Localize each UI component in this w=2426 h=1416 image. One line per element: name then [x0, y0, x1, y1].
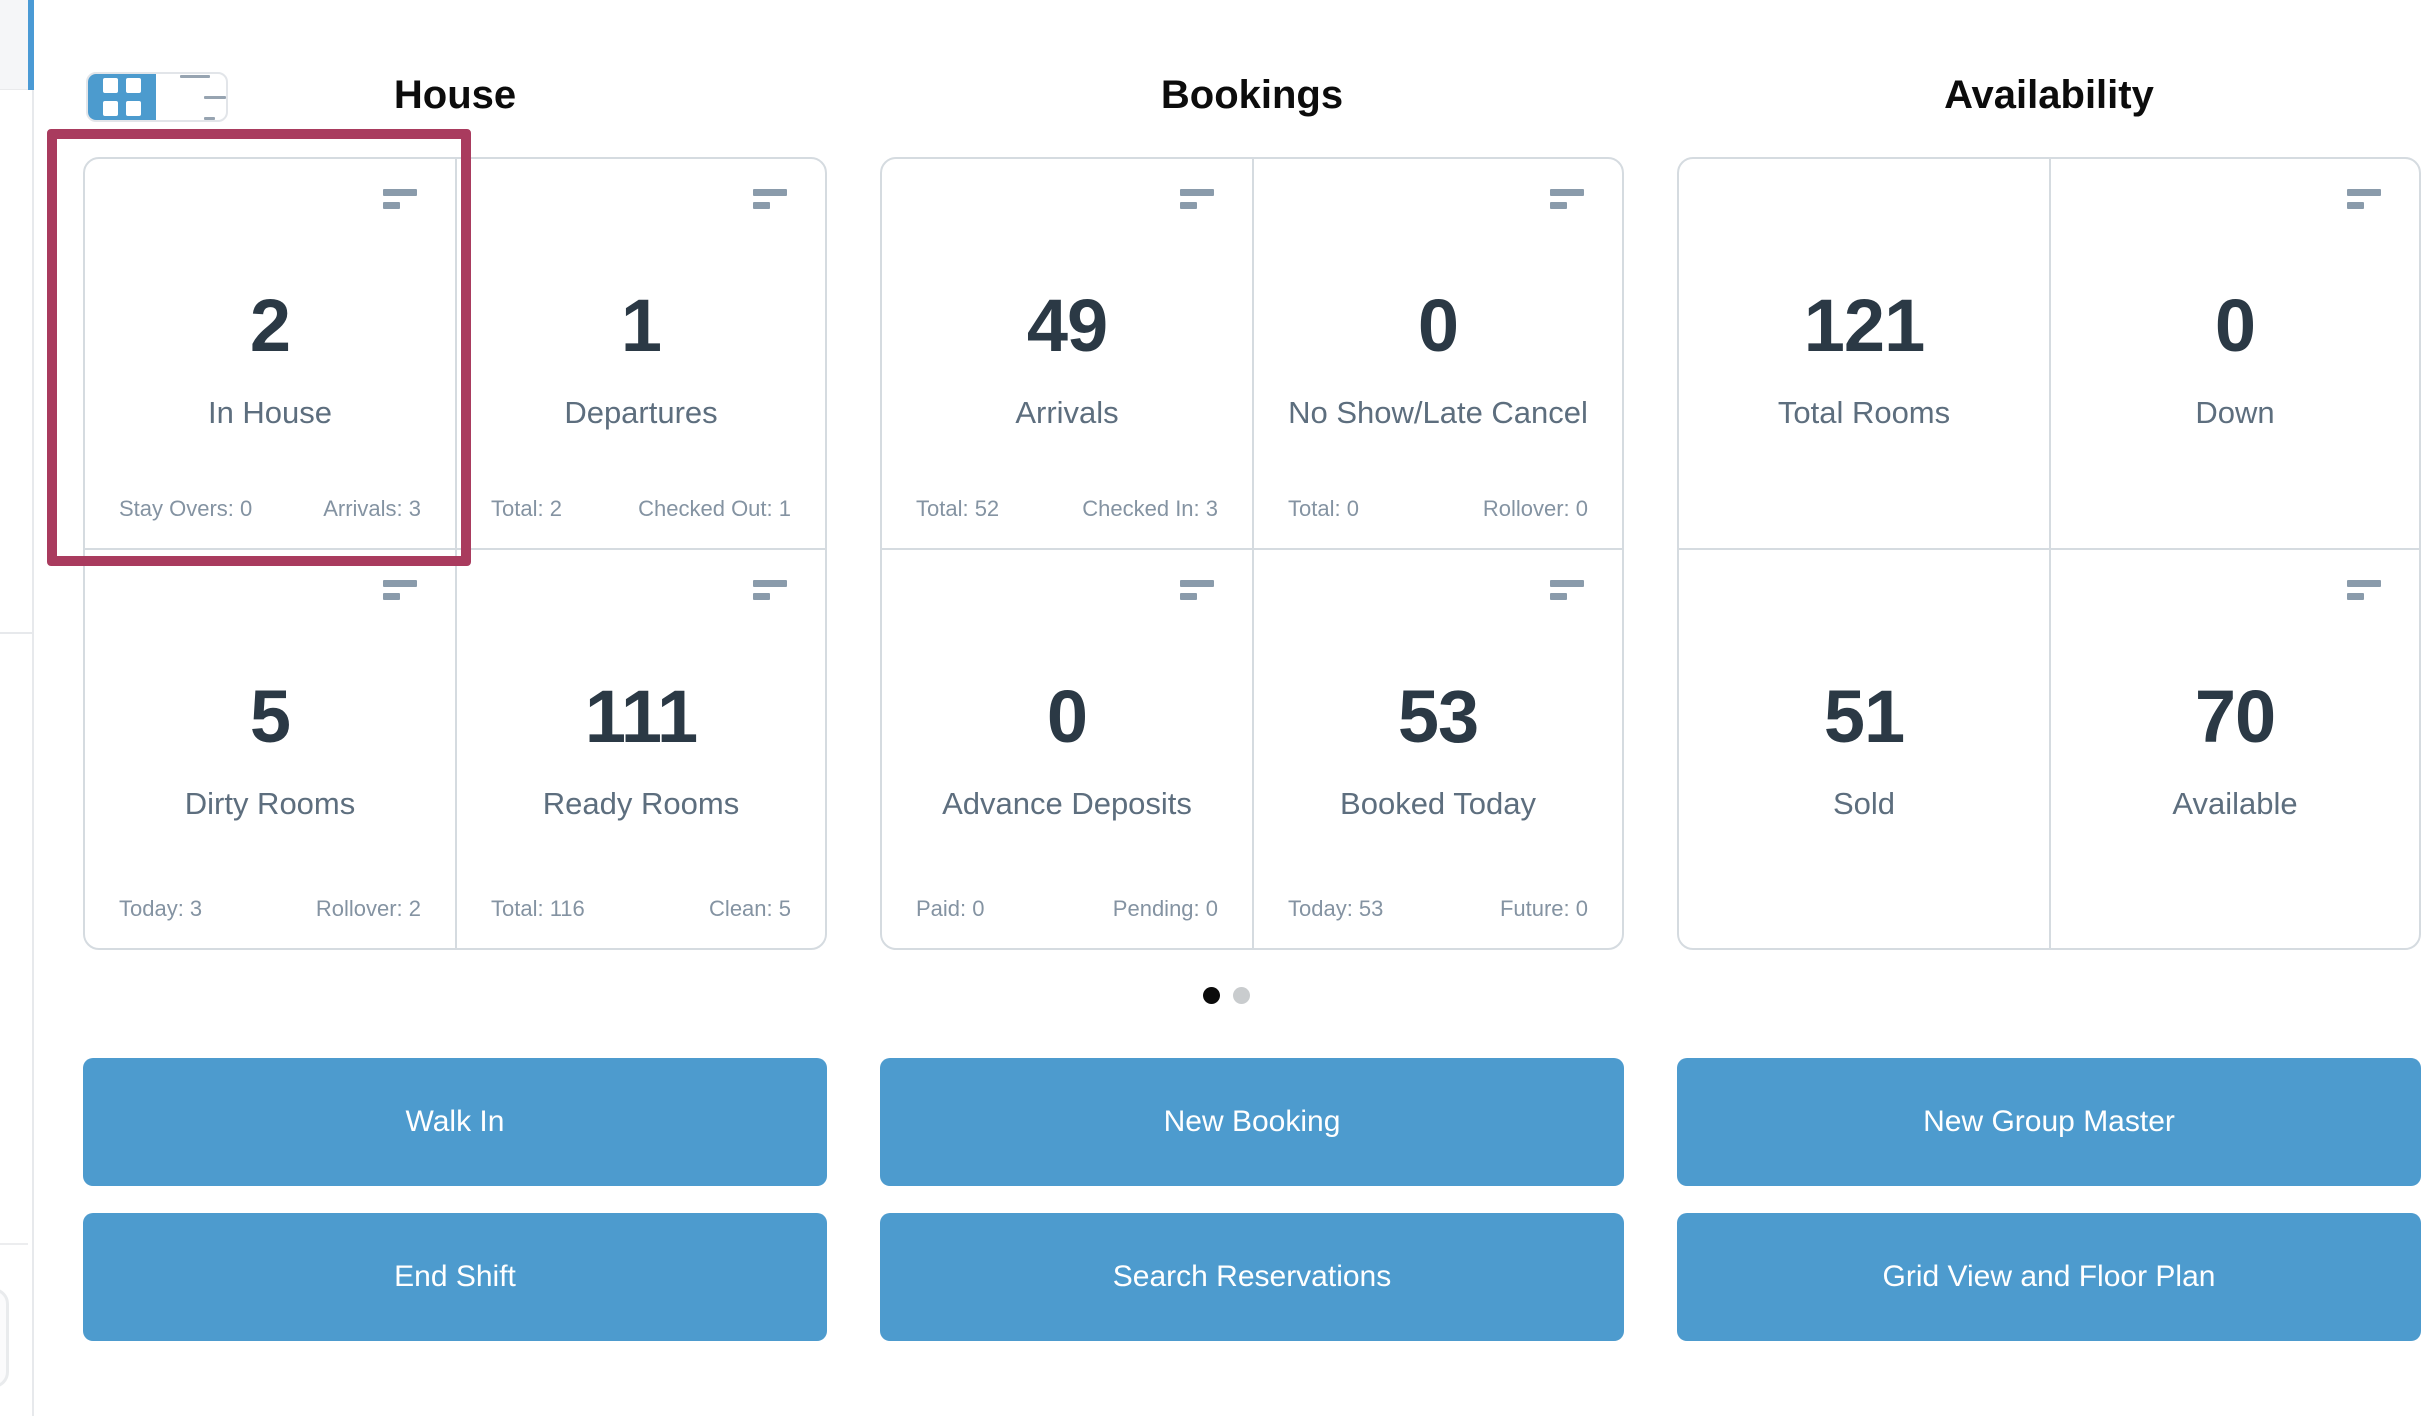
card-value: 2: [249, 284, 291, 367]
card-stat-left: Today: 53: [1288, 896, 1384, 921]
card-label: Departures: [564, 395, 718, 430]
card-label: Booked Today: [1340, 786, 1536, 821]
bookings-panel: 49 Arrivals Total: 52 Checked In: 3 0 No…: [880, 157, 1624, 950]
card-in-house[interactable]: 2 In House Stay Overs: 0 Arrivals: 3: [85, 159, 455, 548]
highlight-box: [47, 129, 471, 566]
card-no-show-late-cancel[interactable]: 0 No Show/Late Cancel Total: 0 Rollover:…: [1252, 159, 1622, 548]
carousel-pagination: [1203, 987, 1250, 1004]
card-label: Dirty Rooms: [184, 786, 356, 821]
card-details-icon[interactable]: [1550, 580, 1584, 600]
card-stat-left: Paid: 0: [916, 896, 985, 921]
section-title-availability: Availability: [1944, 73, 2154, 117]
sidebar-divider: [0, 1243, 28, 1245]
card-value: 5: [249, 675, 291, 758]
sidebar-rail-top-segment: [0, 0, 28, 90]
list-view-button[interactable]: [156, 74, 226, 120]
card-details-icon[interactable]: [2347, 580, 2381, 600]
walk-in-button[interactable]: Walk In: [83, 1058, 827, 1186]
card-available[interactable]: 70 Available: [2049, 548, 2419, 948]
card-label: Advance Deposits: [942, 786, 1192, 821]
card-stats: Total: 2 Checked Out: 1: [491, 496, 791, 522]
card-stat-left: Total: 52: [916, 496, 1000, 521]
end-shift-button[interactable]: End Shift: [83, 1213, 827, 1341]
card-stat-right: Checked In: 3: [1082, 496, 1218, 521]
card-details-icon[interactable]: [753, 189, 787, 209]
availability-panel: 121 Total Rooms 0 Down 51 Sold 70 Availa…: [1677, 157, 2421, 950]
card-ready-rooms[interactable]: 111 Ready Rooms Total: 116 Clean: 5: [455, 548, 825, 948]
card-value: 0: [1417, 284, 1459, 367]
view-toggle: [86, 72, 228, 122]
section-title-bookings: Bookings: [1160, 73, 1344, 117]
card-stats: Paid: 0 Pending: 0: [916, 896, 1218, 922]
card-details-icon[interactable]: [383, 580, 417, 600]
card-stats: Total: 52 Checked In: 3: [916, 496, 1218, 522]
card-label: Down: [2195, 395, 2275, 430]
card-value: 49: [1026, 284, 1108, 367]
card-stats: Today: 53 Future: 0: [1288, 896, 1588, 922]
card-details-icon[interactable]: [1550, 189, 1584, 209]
card-total-rooms[interactable]: 121 Total Rooms: [1679, 159, 2049, 548]
card-stat-right: Future: 0: [1499, 896, 1588, 921]
card-label: Arrivals: [1015, 395, 1119, 430]
card-down[interactable]: 0 Down: [2049, 159, 2419, 548]
carousel-dot-2[interactable]: [1233, 987, 1250, 1004]
card-value: 70: [2194, 675, 2276, 758]
card-label: Total Rooms: [1777, 395, 1951, 430]
card-stat-right: Clean: 5: [709, 896, 791, 921]
sidebar-active-indicator: [28, 0, 34, 90]
card-stat-right: Pending: 0: [1112, 896, 1218, 921]
edge-flyout-tab[interactable]: [0, 1288, 9, 1388]
card-booked-today[interactable]: 53 Booked Today Today: 53 Future: 0: [1252, 548, 1622, 948]
grid-icon: [103, 78, 141, 116]
card-stats: Total: 116 Clean: 5: [491, 896, 791, 922]
card-value: 0: [1046, 675, 1088, 758]
card-label: No Show/Late Cancel: [1288, 395, 1588, 430]
card-stat-left: Today: 3: [119, 896, 203, 921]
card-value: 51: [1823, 675, 1905, 758]
search-reservations-button[interactable]: Search Reservations: [880, 1213, 1624, 1341]
card-stat-left: Total: 116: [491, 896, 585, 921]
card-label: Ready Rooms: [542, 786, 740, 821]
card-label: Available: [2172, 786, 2298, 821]
card-value: 1: [620, 284, 662, 367]
card-value: 121: [1803, 284, 1925, 367]
card-stat-right: Rollover: 0: [1482, 496, 1588, 521]
card-details-icon[interactable]: [1180, 189, 1214, 209]
card-details-icon[interactable]: [753, 580, 787, 600]
card-advance-deposits[interactable]: 0 Advance Deposits Paid: 0 Pending: 0: [882, 548, 1252, 948]
grid-view-floor-plan-button[interactable]: Grid View and Floor Plan: [1677, 1213, 2421, 1341]
card-departures[interactable]: 1 Departures Total: 2 Checked Out: 1: [455, 159, 825, 548]
carousel-dot-1[interactable]: [1203, 987, 1220, 1004]
card-stat-right: Checked Out: 1: [638, 496, 791, 521]
card-sold[interactable]: 51 Sold: [1679, 548, 2049, 948]
card-details-icon[interactable]: [2347, 189, 2381, 209]
card-label: Sold: [1832, 786, 1896, 821]
card-details-icon[interactable]: [1180, 580, 1214, 600]
card-arrivals[interactable]: 49 Arrivals Total: 52 Checked In: 3: [882, 159, 1252, 548]
card-stats: Stay Overs: 0 Arrivals: 3: [119, 496, 421, 522]
card-stats: Today: 3 Rollover: 2: [119, 896, 421, 922]
new-group-master-button[interactable]: New Group Master: [1677, 1058, 2421, 1186]
card-label: In House: [207, 395, 333, 430]
sidebar-rail: [0, 0, 34, 1416]
card-details-icon[interactable]: [383, 189, 417, 209]
card-value: 0: [2214, 284, 2256, 367]
card-dirty-rooms[interactable]: 5 Dirty Rooms Today: 3 Rollover: 2: [85, 548, 455, 948]
card-stat-left: Stay Overs: 0: [119, 496, 253, 521]
card-stats: Total: 0 Rollover: 0: [1288, 496, 1588, 522]
house-panel: 2 In House Stay Overs: 0 Arrivals: 3 1 D…: [83, 157, 827, 950]
card-stat-right: Rollover: 2: [315, 896, 421, 921]
card-stat-left: Total: 2: [491, 496, 562, 521]
card-value: 111: [584, 675, 698, 758]
list-lines-icon: [180, 74, 226, 78]
sidebar-divider: [0, 632, 34, 634]
section-title-house: House: [393, 73, 517, 117]
grid-view-button[interactable]: [88, 74, 156, 120]
card-stat-left: Total: 0: [1288, 496, 1359, 521]
card-stat-right: Arrivals: 3: [323, 496, 421, 521]
new-booking-button[interactable]: New Booking: [880, 1058, 1624, 1186]
card-value: 53: [1397, 675, 1479, 758]
